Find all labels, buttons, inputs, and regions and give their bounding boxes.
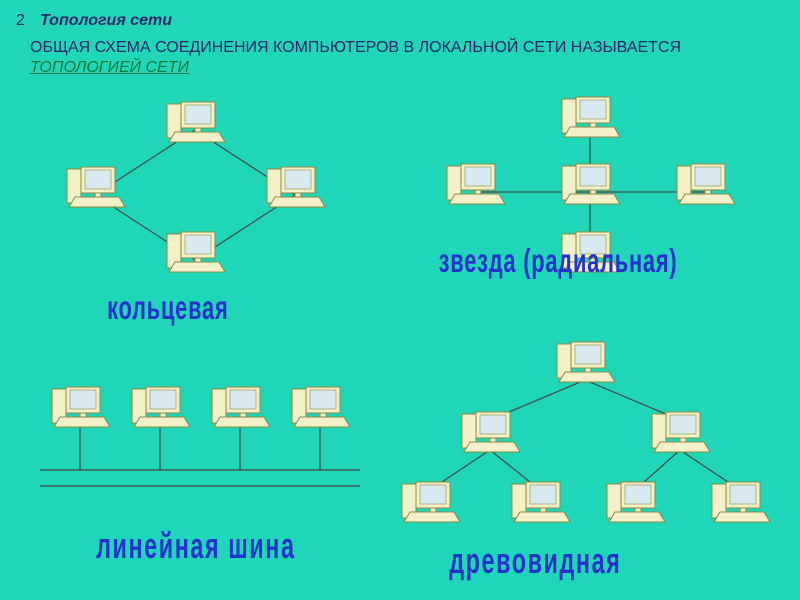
subtitle-prefix: ОБЩАЯ СХЕМА СОЕДИНЕНИЯ КОМПЬЮТЕРОВ В ЛОК… [30,39,681,56]
label-star: звезда (радиальная) [439,242,678,280]
label-bus: линейная шина [96,527,295,568]
subtitle-term: ТОПОЛОГИЕЙ СЕТИ [30,59,189,76]
diagram-tree [380,330,790,550]
page-number: 2 [16,12,25,30]
subtitle: ОБЩАЯ СХЕМА СОЕДИНЕНИЯ КОМПЬЮТЕРОВ В ЛОК… [30,38,770,78]
label-tree: древовидная [449,542,621,583]
diagram-bus [30,360,370,520]
page-title: Топология сети [40,12,172,30]
diagram-ring [55,90,335,300]
label-ring: кольцевая [107,289,228,327]
